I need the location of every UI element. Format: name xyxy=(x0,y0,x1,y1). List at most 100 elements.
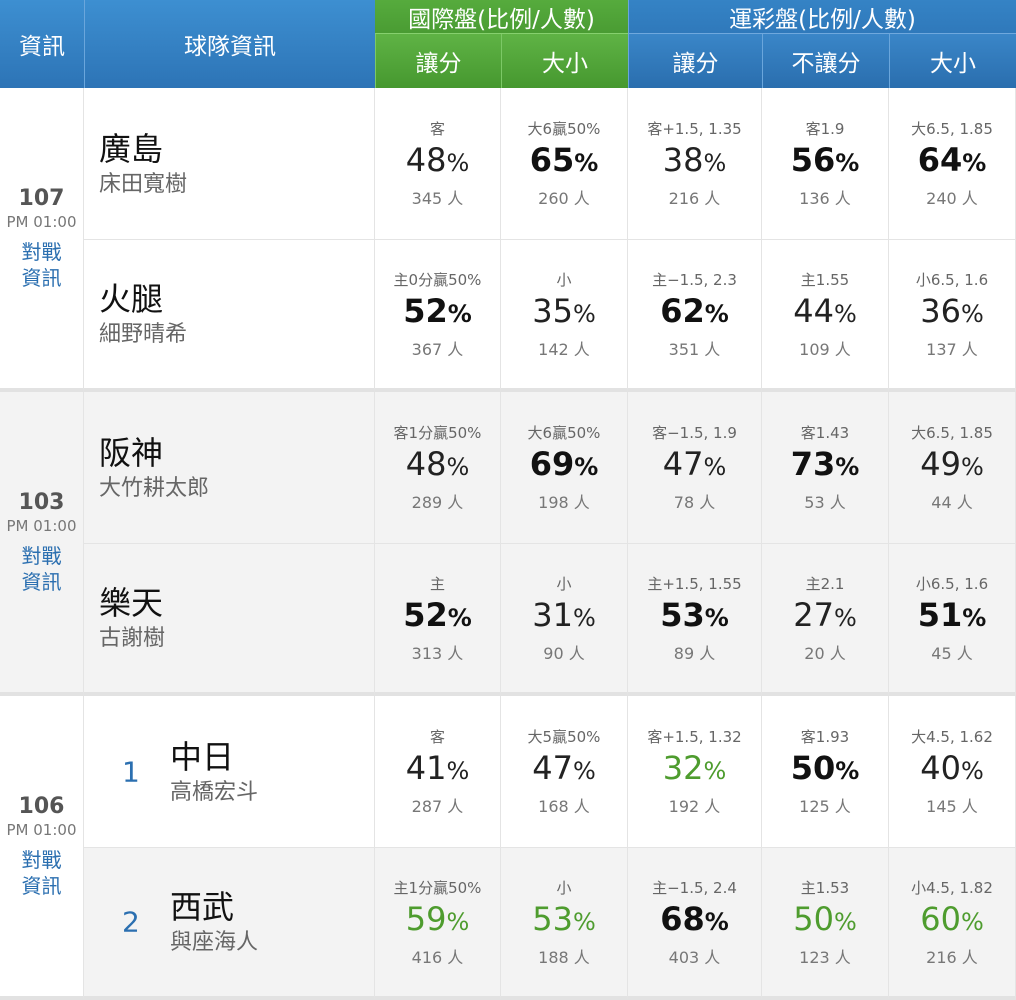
team-cell[interactable]: 樂天 古謝樹 xyxy=(84,544,375,696)
header-sports-total[interactable]: 大小 xyxy=(889,34,1016,88)
odds-cell[interactable]: 主−1.5, 2.4 68% 403 人 xyxy=(628,848,762,1000)
game-number: 103 xyxy=(18,489,65,515)
percent-sign: % xyxy=(833,603,857,632)
odds-cell[interactable]: 小 31% 90 人 xyxy=(501,544,628,696)
header-sports-spread[interactable]: 讓分 xyxy=(628,34,762,88)
percent-sign: % xyxy=(446,453,470,481)
odds-cell[interactable]: 主+1.5, 1.55 53% 89 人 xyxy=(628,544,762,696)
odds-cell[interactable]: 主1分贏50% 59% 416 人 xyxy=(375,848,501,1000)
people-count: 136 人 xyxy=(799,189,851,208)
odds-line: 大5贏50% xyxy=(527,728,601,746)
odds-cell[interactable]: 客1.93 50% 125 人 xyxy=(762,696,889,848)
people-count: 168 人 xyxy=(538,797,590,816)
odds-cell[interactable]: 大4.5, 1.62 40% 145 人 xyxy=(889,696,1016,848)
percentage-value: 48 xyxy=(405,445,447,483)
percent-sign: % xyxy=(572,299,596,328)
odds-cell[interactable]: 大6.5, 1.85 49% 44 人 xyxy=(889,392,1016,544)
matchup-info-link[interactable]: 對戰 資訊 xyxy=(22,847,62,899)
matchup-link-line1: 對戰 xyxy=(21,239,62,264)
team-cell[interactable]: 火腿 細野晴希 xyxy=(84,240,375,392)
odds-cell[interactable]: 主−1.5, 2.3 62% 351 人 xyxy=(628,240,762,392)
percentage-value: 35 xyxy=(532,291,573,330)
odds-line: 主−1.5, 2.3 xyxy=(652,270,737,289)
percent-sign: % xyxy=(962,603,987,632)
pick-percentage: 44% xyxy=(793,291,857,334)
odds-cell[interactable]: 客1.9 56% 136 人 xyxy=(762,88,889,240)
percentage-value: 47 xyxy=(532,749,573,787)
odds-cell[interactable]: 大5贏50% 47% 168 人 xyxy=(501,696,628,848)
odds-line: 客−1.5, 1.9 xyxy=(652,424,737,442)
pick-percentage: 40% xyxy=(920,748,984,791)
team-name: 中日 xyxy=(170,737,235,776)
odds-line: 主 xyxy=(429,574,445,593)
pick-percentage: 53% xyxy=(660,595,729,638)
people-count: 345 人 xyxy=(411,189,464,208)
team-cell[interactable]: 2 西武 與座海人 xyxy=(84,848,375,1000)
odds-cell[interactable]: 客+1.5, 1.32 32% 192 人 xyxy=(628,696,762,848)
odds-line: 客 xyxy=(429,728,445,746)
odds-cell[interactable]: 小 53% 188 人 xyxy=(501,848,628,1000)
people-count: 289 人 xyxy=(411,493,464,512)
odds-line: 小 xyxy=(556,270,572,289)
pick-percentage: 59% xyxy=(406,899,470,942)
percent-sign: % xyxy=(960,299,984,328)
team-cell[interactable]: 阪神 大竹耕太郎 xyxy=(84,392,375,544)
odds-cell[interactable]: 小 35% 142 人 xyxy=(501,240,628,392)
team-cell[interactable]: 廣島 床田寬樹 xyxy=(84,88,375,240)
odds-cell[interactable]: 小4.5, 1.82 60% 216 人 xyxy=(889,848,1016,1000)
percent-sign: % xyxy=(833,907,857,936)
odds-line: 小6.5, 1.6 xyxy=(915,574,989,593)
percentage-value: 53 xyxy=(660,595,705,634)
odds-cell[interactable]: 大6贏50% 69% 198 人 xyxy=(501,392,628,544)
header-intl-total[interactable]: 大小 xyxy=(501,34,628,88)
odds-line: 客1.93 xyxy=(800,728,850,746)
game-info: 103 PM 01:00 對戰 資訊 xyxy=(0,392,84,696)
pick-percentage: 52% xyxy=(403,595,472,638)
people-count: 260 人 xyxy=(538,189,590,208)
pick-percentage: 48% xyxy=(406,140,470,183)
matchup-link-line1: 對戰 xyxy=(21,847,62,872)
percentage-value: 48 xyxy=(405,141,447,179)
team-name: 樂天 xyxy=(99,584,164,622)
odds-cell[interactable]: 主1.55 44% 109 人 xyxy=(762,240,889,392)
percentage-value: 64 xyxy=(917,141,963,179)
percent-sign: % xyxy=(704,907,729,936)
odds-cell[interactable]: 主2.1 27% 20 人 xyxy=(762,544,889,696)
pick-percentage: 50% xyxy=(793,899,857,942)
odds-line: 大6.5, 1.85 xyxy=(911,120,993,138)
percentage-value: 50 xyxy=(793,899,834,938)
pick-percentage: 27% xyxy=(793,595,857,638)
pick-percentage: 31% xyxy=(532,595,596,638)
odds-cell[interactable]: 小6.5, 1.6 36% 137 人 xyxy=(889,240,1016,392)
odds-cell[interactable]: 主0分贏50% 52% 367 人 xyxy=(375,240,501,392)
header-intl-spread[interactable]: 讓分 xyxy=(375,34,501,88)
people-count: 192 人 xyxy=(668,797,721,816)
odds-cell[interactable]: 大6.5, 1.85 64% 240 人 xyxy=(889,88,1016,240)
percentage-value: 56 xyxy=(790,141,836,179)
odds-cell[interactable]: 主 52% 313 人 xyxy=(375,544,501,696)
people-count: 198 人 xyxy=(538,493,590,512)
odds-line: 客+1.5, 1.32 xyxy=(647,728,742,746)
people-count: 403 人 xyxy=(668,947,721,967)
matchup-info-link[interactable]: 對戰 資訊 xyxy=(22,239,62,291)
matchup-link-line2: 資訊 xyxy=(21,265,62,290)
percent-sign: % xyxy=(960,907,984,936)
odds-cell[interactable]: 客1分贏50% 48% 289 人 xyxy=(375,392,501,544)
odds-line: 主0分贏50% xyxy=(393,270,482,289)
odds-cell[interactable]: 客+1.5, 1.35 38% 216 人 xyxy=(628,88,762,240)
odds-cell[interactable]: 大6贏50% 65% 260 人 xyxy=(501,88,628,240)
odds-cell[interactable]: 客−1.5, 1.9 47% 78 人 xyxy=(628,392,762,544)
odds-cell[interactable]: 客 41% 287 人 xyxy=(375,696,501,848)
header-team-info: 球隊資訊 xyxy=(84,0,375,88)
odds-cell[interactable]: 小6.5, 1.6 51% 45 人 xyxy=(889,544,1016,696)
header-sports-moneyline[interactable]: 不讓分 xyxy=(762,34,889,88)
matchup-info-link[interactable]: 對戰 資訊 xyxy=(22,543,62,595)
odds-cell[interactable]: 客1.43 73% 53 人 xyxy=(762,392,889,544)
pick-percentage: 51% xyxy=(918,595,987,638)
percentage-value: 65 xyxy=(529,141,575,179)
odds-cell[interactable]: 客 48% 345 人 xyxy=(375,88,501,240)
odds-cell[interactable]: 主1.53 50% 123 人 xyxy=(762,848,889,1000)
people-count: 142 人 xyxy=(538,339,590,359)
team-cell[interactable]: 1 中日 高橋宏斗 xyxy=(84,696,375,848)
